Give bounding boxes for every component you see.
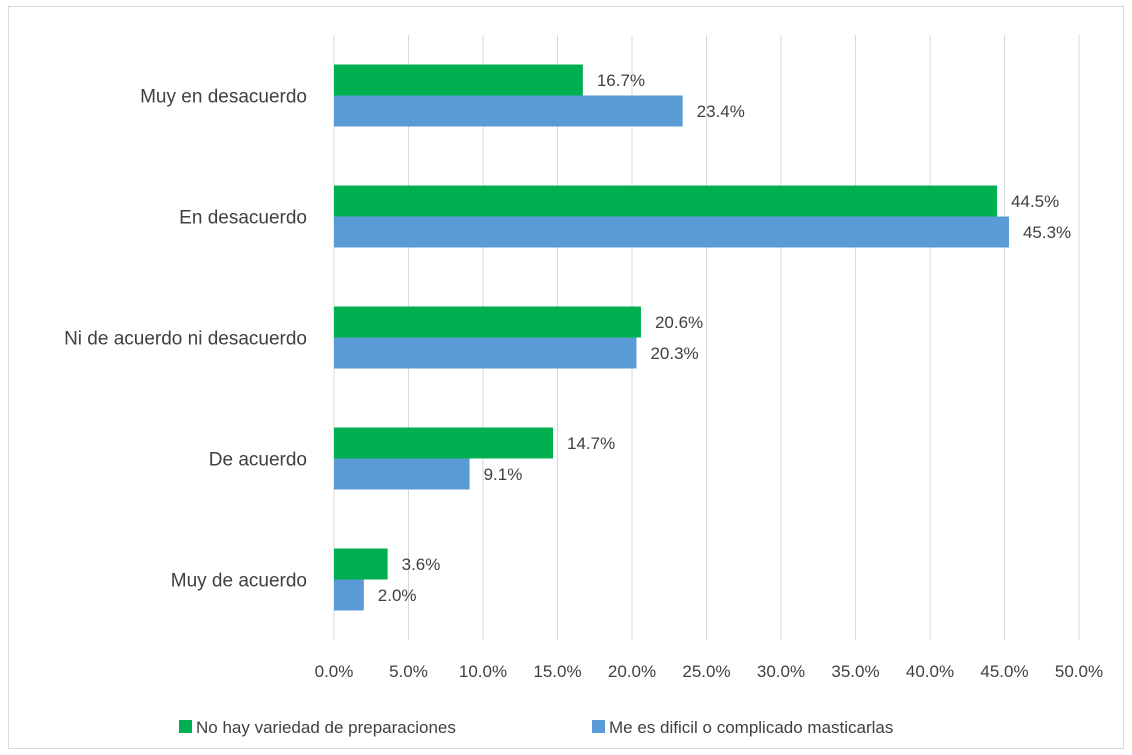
data-label: 20.6% xyxy=(655,313,703,332)
x-tick-labels: 0.0% 5.0% 10.0% 15.0% 20.0% 25.0% 30.0% 35.0% 40… xyxy=(315,662,1103,681)
legend-label: Me es dificil o complicado masticarlas xyxy=(609,718,893,737)
legend-swatch xyxy=(592,720,605,733)
category-label: Ni de acuerdo ni desacuerdo xyxy=(64,329,307,350)
x-tick-label: 40.0% xyxy=(906,662,954,681)
bar-masticar xyxy=(334,337,637,369)
x-tick-label: 10.0% xyxy=(459,662,507,681)
data-label: 2.0% xyxy=(378,586,417,605)
data-labels: 16.7% 23.4% 44.5% 45.3% 20.6% 20.3% 14.7% 9.1% 3… xyxy=(378,71,1071,605)
data-label: 44.5% xyxy=(1011,192,1059,211)
bar-chart: Muy en desacuerdo En desacuerdo Ni de acue… xyxy=(64,35,1103,737)
legend-swatch xyxy=(179,720,192,733)
bar-variedad xyxy=(334,548,388,580)
x-tick-label: 0.0% xyxy=(315,662,354,681)
bar-masticar xyxy=(334,458,470,490)
data-label: 3.6% xyxy=(402,555,441,574)
category-label: Muy en desacuerdo xyxy=(140,87,307,108)
data-label: 16.7% xyxy=(597,71,645,90)
bar-variedad xyxy=(334,64,583,96)
chart-frame: Muy en desacuerdo En desacuerdo Ni de acue… xyxy=(8,6,1124,749)
x-tick-label: 30.0% xyxy=(757,662,805,681)
category-label: Muy de acuerdo xyxy=(171,571,307,592)
bar-variedad xyxy=(334,185,998,217)
data-label: 20.3% xyxy=(650,344,698,363)
x-tick-label: 35.0% xyxy=(831,662,879,681)
x-tick-label: 5.0% xyxy=(389,662,428,681)
data-label: 9.1% xyxy=(484,465,523,484)
legend: No hay variedad de preparaciones Me es di… xyxy=(179,718,893,737)
legend-label: No hay variedad de preparaciones xyxy=(196,718,456,737)
data-label: 14.7% xyxy=(567,434,615,453)
data-label: 23.4% xyxy=(697,102,745,121)
data-label: 45.3% xyxy=(1023,223,1071,242)
bar-variedad xyxy=(334,427,554,459)
category-label: En desacuerdo xyxy=(179,208,307,229)
bar-masticar xyxy=(334,579,364,611)
bars xyxy=(334,64,1009,611)
x-tick-label: 45.0% xyxy=(980,662,1028,681)
bar-variedad xyxy=(334,306,641,338)
bar-masticar xyxy=(334,95,683,127)
x-tick-label: 15.0% xyxy=(533,662,581,681)
category-labels: Muy en desacuerdo En desacuerdo Ni de acue… xyxy=(64,87,307,592)
category-label: De acuerdo xyxy=(209,450,307,471)
x-tick-label: 25.0% xyxy=(682,662,730,681)
bar-masticar xyxy=(334,216,1009,248)
x-tick-label: 20.0% xyxy=(608,662,656,681)
x-tick-label: 50.0% xyxy=(1055,662,1103,681)
